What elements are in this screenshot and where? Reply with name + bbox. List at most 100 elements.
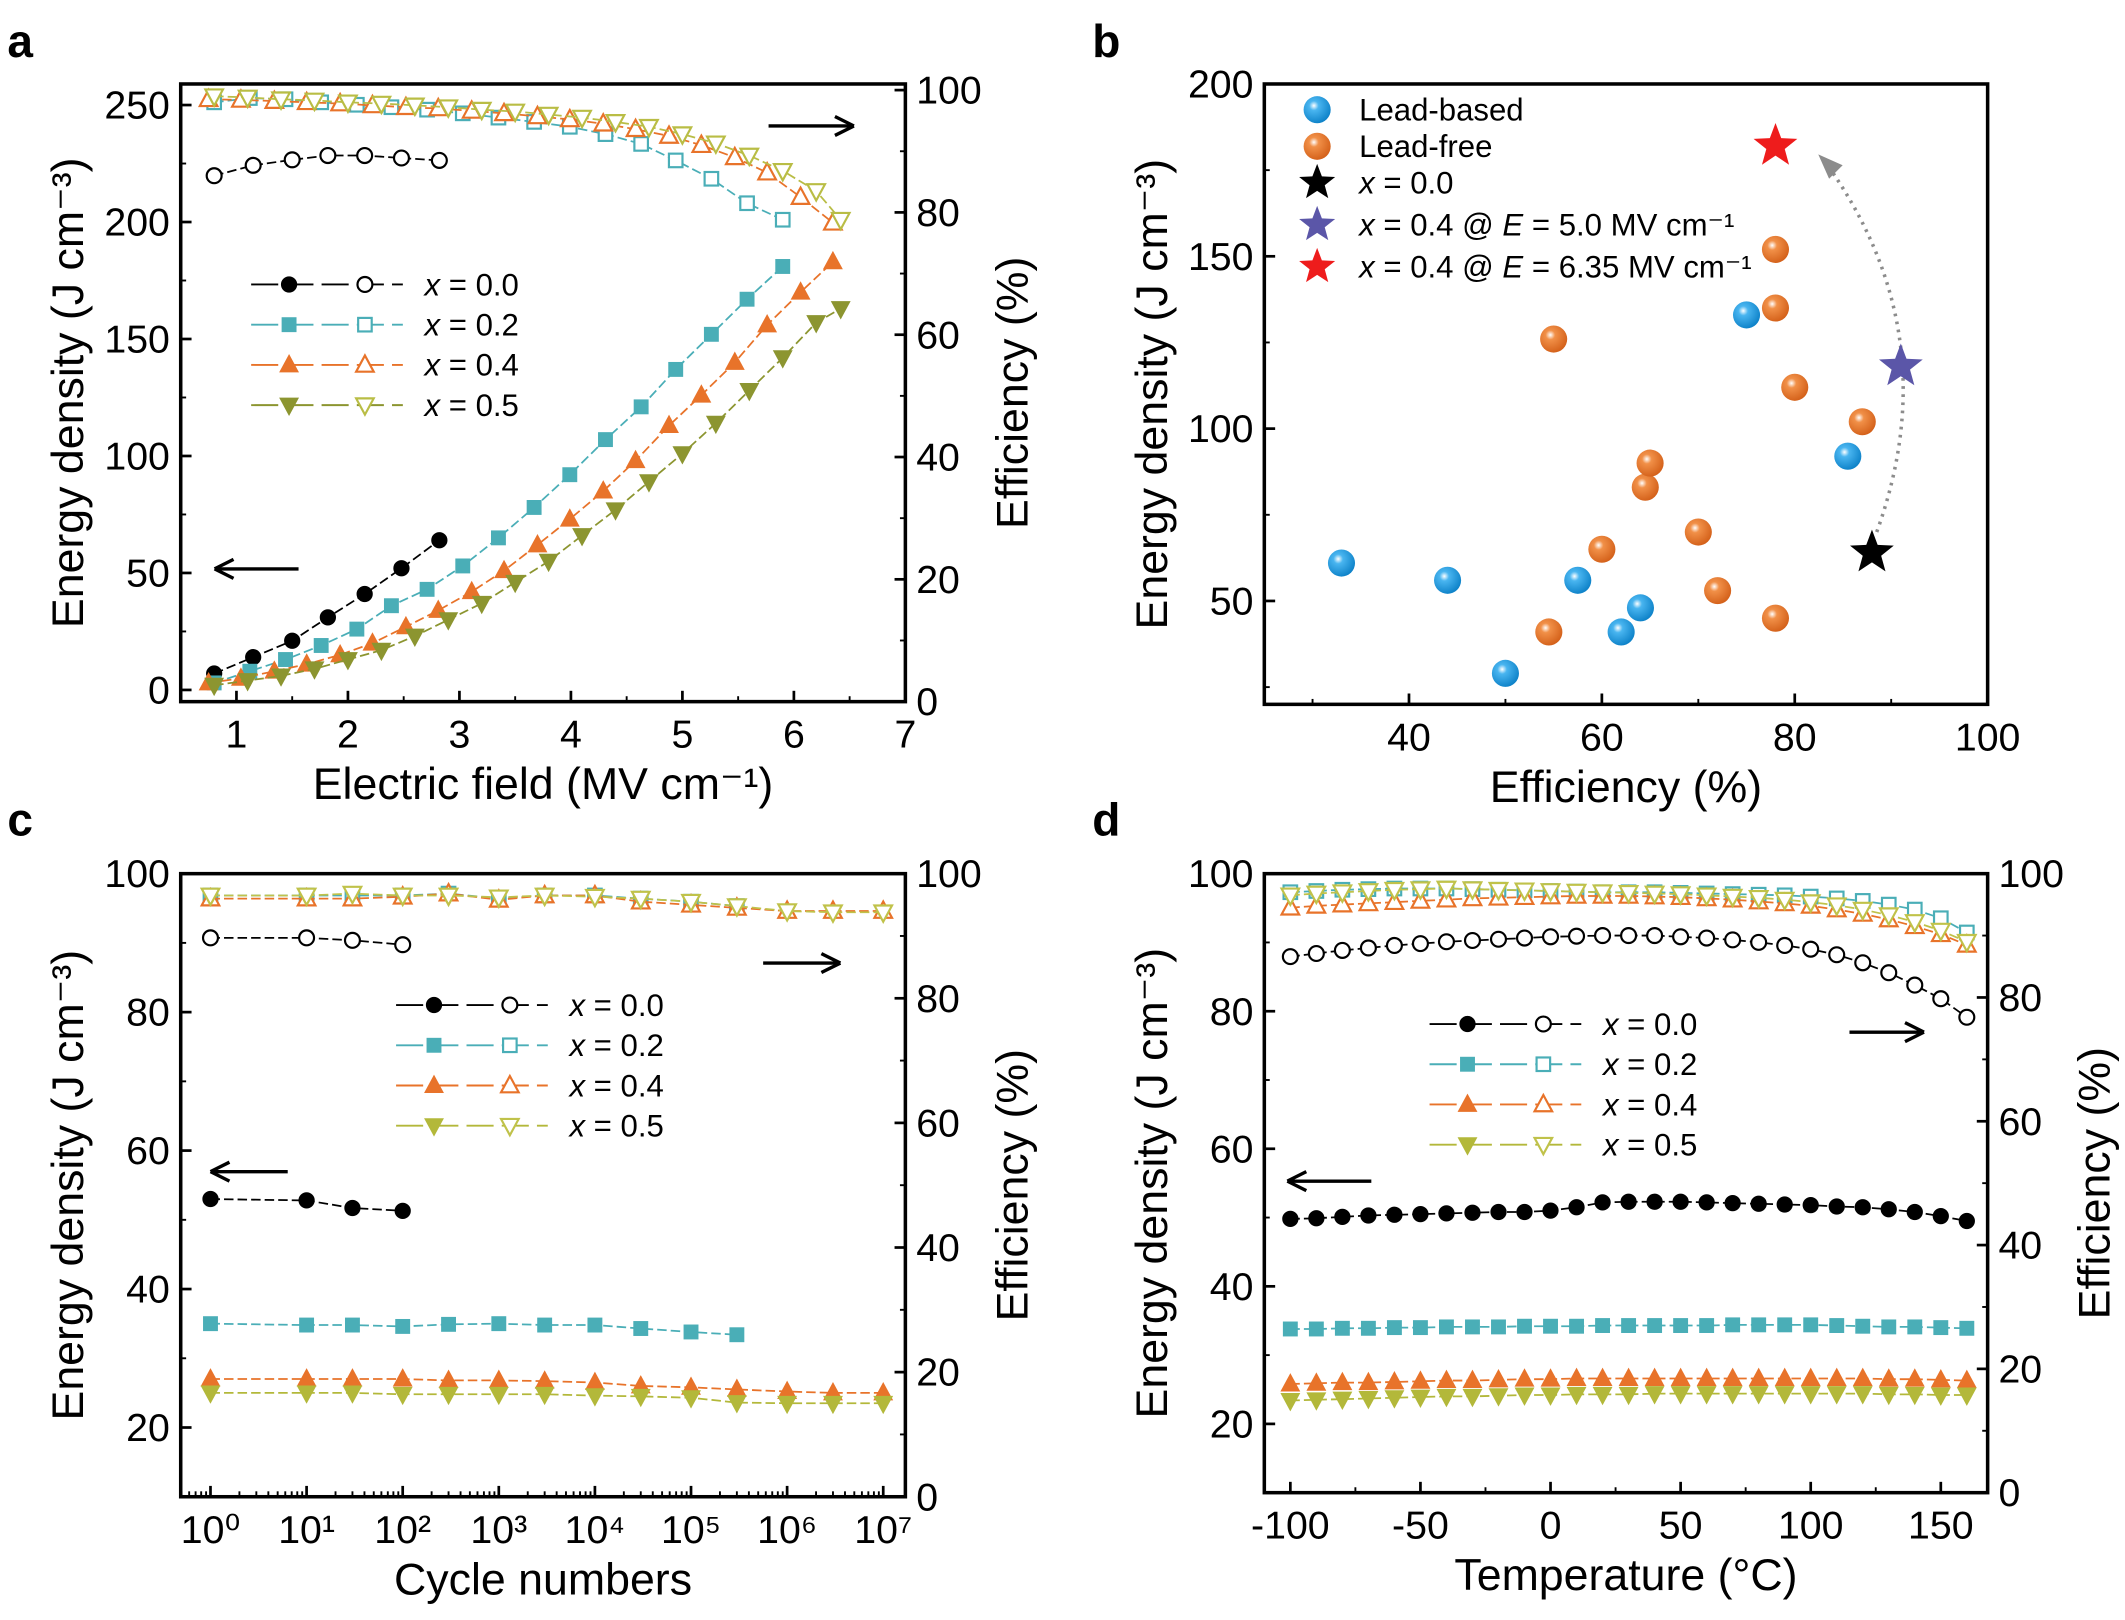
x-tick-label: 2 (337, 713, 359, 757)
legend-italic-x: x (1357, 208, 1376, 243)
energy-point (584, 1388, 605, 1407)
legend-text: = 0.2 (585, 1028, 664, 1063)
energy-point (202, 1190, 219, 1208)
efficiency-point (1539, 883, 1562, 903)
legend-star-icon (1299, 205, 1336, 241)
efficiency-point (1461, 881, 1484, 901)
y-tick-label: 200 (1188, 63, 1254, 107)
data-point (1434, 566, 1462, 594)
panel-label-d: d (1092, 794, 1120, 846)
efficiency-point (201, 929, 220, 947)
energy-point (1280, 1393, 1301, 1412)
data-point (1491, 659, 1519, 687)
x-tick-label: 100 (1955, 715, 2021, 759)
efficiency-point (671, 126, 694, 146)
series-x-0-0 (1281, 927, 1976, 1230)
efficiency-point (1696, 887, 1718, 908)
series-x-0-4-e-5-0-mv-cm- (1879, 343, 1923, 386)
energy-point (672, 446, 693, 465)
legend-label: x = 0.0 (423, 267, 519, 302)
efficiency-point (584, 888, 606, 909)
energy-point (1854, 1199, 1871, 1216)
series-x-0-5 (203, 88, 852, 697)
legend-item: Lead-based (1303, 93, 1524, 128)
energy-point (1517, 1318, 1532, 1334)
efficiency-point (571, 109, 593, 130)
x-tick-label: 10² (374, 1508, 431, 1552)
data-point (1761, 294, 1790, 322)
energy-point (1436, 1369, 1457, 1389)
energy-point (313, 638, 329, 653)
legend-text: = 0.0 (585, 988, 664, 1023)
legend-star-icon (1299, 163, 1336, 199)
efficiency-point (1305, 885, 1327, 906)
energy-point (337, 652, 358, 671)
energy-point (494, 559, 514, 579)
energy-point (431, 532, 448, 549)
y-tick-label: 100 (104, 852, 170, 896)
legend-italic-x: x (1601, 1007, 1620, 1042)
legend-marker-open (357, 316, 373, 333)
legend-marker-filled (279, 354, 300, 373)
energy-point (1803, 1317, 1819, 1333)
efficiency-point (341, 885, 364, 906)
energy-point (1358, 1390, 1379, 1410)
energy-point (1620, 1193, 1637, 1210)
energy-point (537, 1317, 553, 1333)
energy-point (342, 1368, 363, 1387)
energy-point (1750, 1195, 1767, 1212)
energy-point (1670, 1367, 1691, 1386)
y2-tick-label: 100 (916, 69, 982, 113)
legend-label: x = 0.4 (423, 348, 519, 383)
efficiency-point (337, 94, 359, 115)
star-point (1753, 122, 1798, 165)
energy-point (1696, 1367, 1717, 1386)
legend-text: = 6.35 MV cm⁻¹ (1523, 250, 1751, 285)
efficiency-point (1409, 881, 1432, 901)
legend-italic-x: x (423, 267, 442, 302)
efficiency-point (1279, 887, 1301, 908)
energy-point (729, 1327, 745, 1343)
energy-point (296, 1368, 317, 1387)
efficiency-point (270, 91, 292, 112)
energy-point (455, 558, 471, 574)
efficiency-point (1904, 914, 1926, 934)
energy-point (587, 1317, 603, 1333)
efficiency-line (210, 892, 884, 914)
efficiency-point (1385, 936, 1403, 955)
efficiency-point (1828, 946, 1846, 964)
energy-point (1594, 1194, 1611, 1211)
energy-point (526, 500, 542, 515)
y-tick-label: 60 (1210, 1127, 1254, 1171)
data-point (1540, 325, 1568, 353)
energy-point (395, 1318, 411, 1334)
energy-point (705, 415, 726, 435)
energy-point (1930, 1387, 1951, 1406)
plot-frame (178, 82, 908, 704)
efficiency-point (738, 147, 760, 168)
energy-point (1852, 1386, 1873, 1405)
right-arrow-icon (1904, 1021, 1925, 1044)
legend-item: x = 0.2 (251, 308, 519, 343)
efficiency-point (630, 890, 652, 911)
energy-point (1491, 1319, 1506, 1335)
efficiency-point (199, 887, 222, 908)
legend-marker-filled (426, 1037, 442, 1053)
arrowhead-icon (1818, 154, 1843, 179)
efficiency-point (1487, 881, 1510, 902)
right-arrow-icon (820, 952, 842, 975)
x-tick-label: 5 (671, 713, 693, 757)
legend-marker (1303, 132, 1331, 160)
y-tick-label: 150 (1188, 235, 1254, 279)
energy-point (806, 315, 827, 334)
dotted-arrow-path (1822, 158, 1905, 533)
energy-point (1514, 1368, 1535, 1387)
energy-point (527, 533, 548, 553)
energy-point (1308, 1321, 1324, 1337)
energy-point (1358, 1371, 1379, 1391)
efficiency-point (1958, 1008, 1976, 1026)
energy-point (1308, 1210, 1325, 1227)
energy-point (1698, 1194, 1715, 1211)
energy-point (438, 1386, 459, 1406)
